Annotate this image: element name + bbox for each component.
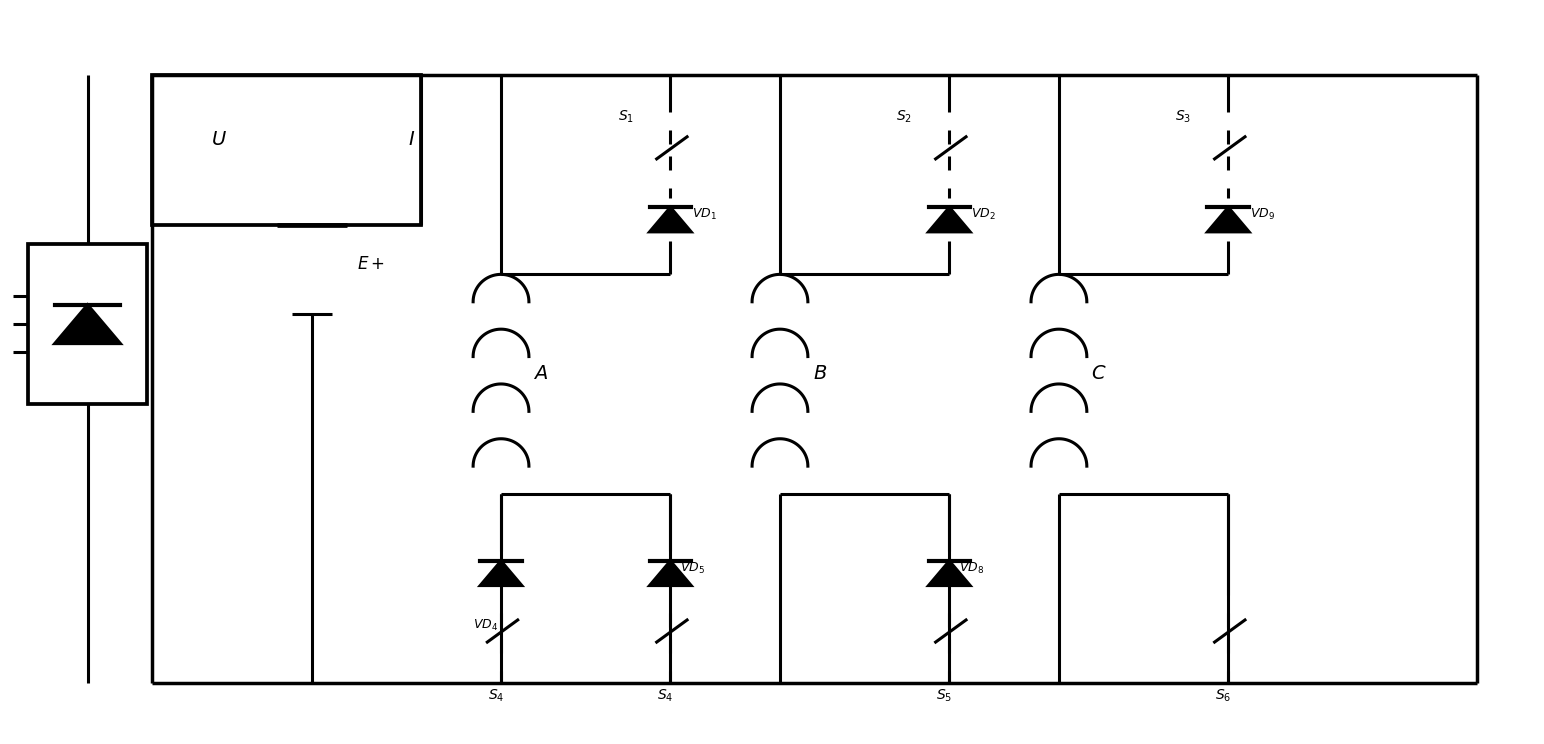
Polygon shape [928, 561, 970, 586]
Text: $VD_4$: $VD_4$ [474, 618, 499, 633]
Text: $VD_8$: $VD_8$ [959, 561, 985, 576]
Text: $VD_9$: $VD_9$ [1251, 207, 1275, 222]
Text: $E+$: $E+$ [357, 255, 384, 273]
Polygon shape [54, 305, 120, 344]
Text: $S_6$: $S_6$ [1215, 687, 1232, 705]
Text: $B$: $B$ [812, 365, 828, 383]
Text: $VD_1$: $VD_1$ [692, 207, 718, 222]
Text: $S_4$: $S_4$ [488, 687, 505, 705]
Bar [28, 245, 147, 404]
Polygon shape [480, 561, 522, 586]
Polygon shape [1207, 208, 1249, 232]
Polygon shape [928, 208, 970, 232]
Text: $VD_2$: $VD_2$ [971, 207, 996, 222]
Text: $S_5$: $S_5$ [936, 687, 953, 705]
Text: $S_4$: $S_4$ [658, 687, 673, 705]
Text: $VD_5$: $VD_5$ [681, 561, 706, 576]
Text: $I$: $I$ [408, 130, 415, 150]
Text: $S_2$: $S_2$ [897, 109, 913, 125]
Text: $S_3$: $S_3$ [1175, 109, 1192, 125]
Text: $C$: $C$ [1092, 365, 1107, 383]
Polygon shape [650, 208, 692, 232]
Text: $S_1$: $S_1$ [618, 109, 633, 125]
Text: $U$: $U$ [210, 130, 227, 150]
Text: $A$: $A$ [533, 365, 548, 383]
Polygon shape [650, 561, 692, 586]
Bar [153, 75, 422, 225]
